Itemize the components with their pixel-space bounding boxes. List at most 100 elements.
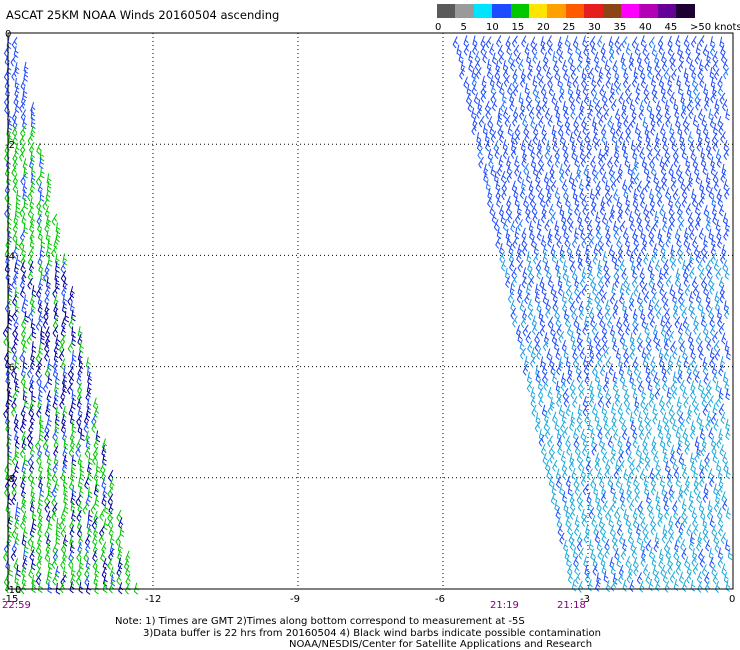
- wind-barb: [644, 412, 650, 425]
- wind-barb: [634, 156, 640, 169]
- colorbar-label: 0: [435, 22, 442, 33]
- wind-barb: [542, 59, 549, 72]
- wind-barb: [706, 147, 713, 160]
- wind-barb: [623, 315, 629, 328]
- wind-barb: [535, 180, 541, 193]
- wind-barb: [718, 428, 724, 441]
- wind-barb: [568, 91, 574, 104]
- wind-barb: [719, 444, 725, 457]
- wind-barb: [62, 253, 68, 266]
- wind-barb: [718, 524, 724, 537]
- wind-barb: [115, 534, 122, 546]
- wind-barb: [93, 525, 99, 538]
- wind-barb: [60, 541, 67, 554]
- colorbar-segment: [565, 4, 585, 18]
- wind-barb: [655, 180, 661, 193]
- wind-barb: [552, 459, 558, 472]
- wind-barb: [507, 52, 514, 65]
- wind-barb: [711, 195, 717, 208]
- wind-barb: [705, 180, 711, 193]
- wind-barb: [98, 532, 105, 545]
- wind-barb: [20, 78, 26, 91]
- wind-barb: [616, 523, 623, 537]
- wind-barb: [31, 285, 37, 298]
- wind-barb: [592, 252, 598, 265]
- wind-barb: [581, 267, 587, 280]
- wind-barb: [702, 516, 708, 529]
- wind-barb: [576, 60, 583, 73]
- wind-barb: [614, 108, 621, 121]
- wind-barb: [30, 165, 36, 178]
- wind-barb: [566, 212, 573, 225]
- wind-barb: [557, 524, 563, 537]
- wind-barb: [616, 235, 622, 249]
- wind-barb: [44, 493, 50, 506]
- wind-barb: [21, 574, 27, 587]
- wind-barb: [582, 203, 588, 216]
- wind-barb: [535, 100, 542, 113]
- wind-barb: [599, 163, 606, 176]
- wind-barb: [632, 436, 638, 449]
- wind-barb: [82, 502, 89, 515]
- colorbar-segment: [639, 4, 659, 18]
- wind-barb: [657, 508, 663, 520]
- wind-barb: [531, 203, 537, 216]
- wind-barb: [725, 108, 731, 121]
- wind-barb: [658, 76, 664, 89]
- wind-barb: [647, 307, 654, 320]
- wind-barb: [44, 302, 50, 315]
- wind-barb: [27, 534, 34, 547]
- wind-barb: [630, 419, 636, 432]
- wind-barb: [495, 236, 501, 249]
- wind-barb: [578, 219, 584, 232]
- wind-barb: [657, 427, 664, 440]
- wind-barb: [506, 163, 512, 176]
- wind-barb: [46, 181, 52, 193]
- wind-barb: [580, 466, 586, 480]
- wind-barb: [529, 228, 535, 241]
- wind-barb: [38, 261, 44, 274]
- wind-barb: [567, 84, 573, 97]
- wind-barb: [578, 308, 585, 321]
- wind-barb: [606, 316, 613, 329]
- wind-barb: [512, 315, 518, 328]
- wind-barb: [614, 547, 620, 561]
- wind-barb: [627, 164, 633, 177]
- wind-barb: [597, 259, 603, 272]
- wind-barb: [567, 563, 573, 576]
- wind-barb: [639, 452, 645, 465]
- wind-barb: [709, 356, 715, 369]
- wind-barb: [592, 132, 598, 145]
- wind-barb: [623, 508, 629, 521]
- wind-barb: [656, 115, 663, 127]
- wind-barb: [690, 307, 696, 320]
- wind-barb: [716, 155, 722, 168]
- wind-barb: [43, 429, 50, 442]
- wind-barb: [485, 36, 492, 49]
- wind-barb: [556, 323, 562, 336]
- wind-barb: [30, 125, 36, 138]
- wind-barb: [68, 373, 75, 386]
- wind-barb: [605, 459, 611, 472]
- wind-barb: [11, 341, 17, 354]
- wind-barb: [691, 554, 698, 567]
- wind-barb: [703, 99, 710, 112]
- wind-barb: [46, 510, 52, 523]
- wind-barb: [703, 235, 709, 248]
- wind-barb: [521, 276, 527, 289]
- wind-barb: [554, 338, 559, 351]
- wind-barb: [677, 211, 684, 224]
- wind-barb: [677, 171, 684, 184]
- wind-barb: [720, 411, 726, 425]
- wind-barb: [667, 35, 673, 48]
- wind-barb: [545, 306, 552, 319]
- wind-barb: [565, 404, 571, 417]
- wind-barb: [613, 188, 619, 201]
- wind-barb: [584, 60, 591, 73]
- wind-barb: [611, 131, 617, 144]
- wind-barb: [695, 291, 702, 304]
- wind-barb: [679, 379, 685, 392]
- wind-barb: [674, 106, 680, 120]
- wind-barb: [579, 188, 585, 201]
- wind-barb: [554, 68, 560, 81]
